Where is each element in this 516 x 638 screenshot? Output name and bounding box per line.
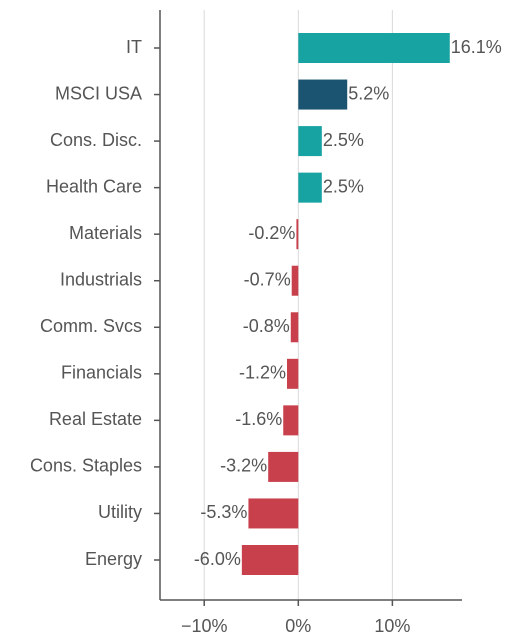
bar [283,405,299,436]
value-label: -0.7% [244,269,291,289]
bar [287,358,299,389]
y-tick-label: Health Care [46,176,142,196]
value-label: -1.2% [239,363,286,383]
bar [298,126,322,157]
value-label: 16.1% [451,37,502,57]
bar [291,265,299,296]
y-tick-label: Utility [98,502,142,522]
x-tick-label: 10% [374,616,410,636]
bar [290,312,299,343]
value-label: 5.2% [348,83,389,103]
y-tick-label: Real Estate [49,409,142,429]
bar [298,33,450,63]
value-label: -6.0% [194,549,241,569]
y-tick-label: IT [126,37,142,57]
value-label: -3.2% [220,456,267,476]
y-tick-label: MSCI USA [55,83,142,103]
x-tick-label: −10% [181,616,228,636]
bar [268,451,299,482]
value-label: -5.3% [200,502,247,522]
value-label: 2.5% [323,130,364,150]
y-tick-label: Cons. Staples [30,456,142,476]
bar [296,219,299,250]
y-tick-label: Financials [61,363,142,383]
bar [298,79,348,110]
y-tick-label: Materials [69,223,142,243]
value-label: -0.2% [248,223,295,243]
value-label: -0.8% [243,316,290,336]
x-tick-label: 0% [285,616,311,636]
bar [248,498,299,529]
y-tick-label: Energy [85,549,142,569]
bar [241,545,299,575]
value-label: -1.6% [235,409,282,429]
y-tick-label: Cons. Disc. [50,130,142,150]
y-tick-label: Industrials [60,269,142,289]
bar [298,172,322,203]
value-label: 2.5% [323,176,364,196]
y-tick-label: Comm. Svcs [40,316,142,336]
